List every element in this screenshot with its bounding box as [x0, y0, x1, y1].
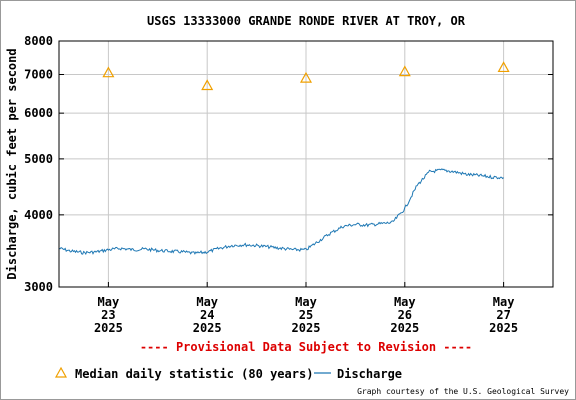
provisional-data-notice: ---- Provisional Data Subject to Revisio… [140, 340, 472, 354]
x-tick-label-day: 26 [398, 308, 412, 322]
chart-legend: Median daily statistic (80 years) Discha… [54, 366, 402, 381]
x-tick-label-year: 2025 [390, 321, 419, 335]
legend-median-marker [54, 366, 68, 378]
y-tick-label: 5000 [24, 152, 53, 166]
x-tick-label-year: 2025 [292, 321, 321, 335]
y-tick-label: 6000 [24, 106, 53, 120]
y-axis-label: Discharge, cubic feet per second [5, 48, 19, 279]
x-tick-label-day: 24 [200, 308, 214, 322]
x-tick-label-year: 2025 [193, 321, 222, 335]
x-tick-label-month: May [493, 295, 515, 309]
y-tick-label: 8000 [24, 34, 53, 48]
legend-median-label: Median daily statistic (80 years) [75, 367, 313, 381]
y-axis: 3000 4000 5000 6000 7000 8000 [24, 34, 553, 294]
x-tick-label-year: 2025 [94, 321, 123, 335]
chart-title: USGS 13333000 GRANDE RONDE RIVER AT TROY… [147, 14, 466, 28]
x-tick-label-month: May [196, 295, 218, 309]
median-daily-marker [497, 61, 510, 73]
x-axis: May232025May242025May252025May262025May2… [94, 282, 518, 335]
chart-gridlines [59, 41, 553, 287]
x-tick-label-month: May [295, 295, 317, 309]
median-daily-marker [299, 71, 313, 83]
y-tick-label: 3000 [24, 280, 53, 294]
x-tick-label-year: 2025 [489, 321, 518, 335]
legend-discharge-label: Discharge [337, 367, 402, 381]
usgs-credit: Graph courtesy of the U.S. Geological Su… [357, 387, 569, 396]
x-tick-label-day: 27 [496, 308, 510, 322]
median-daily-marker [398, 65, 411, 77]
median-daily-marker [102, 66, 115, 78]
x-tick-label-month: May [98, 295, 120, 309]
x-tick-label-day: 23 [101, 308, 115, 322]
y-tick-label: 7000 [24, 67, 53, 81]
median-daily-marker [201, 79, 214, 91]
y-tick-label: 4000 [24, 208, 53, 222]
x-tick-label-day: 25 [299, 308, 313, 322]
chart-series [58, 61, 510, 256]
discharge-series-line [58, 168, 504, 256]
x-tick-label-month: May [394, 295, 416, 309]
